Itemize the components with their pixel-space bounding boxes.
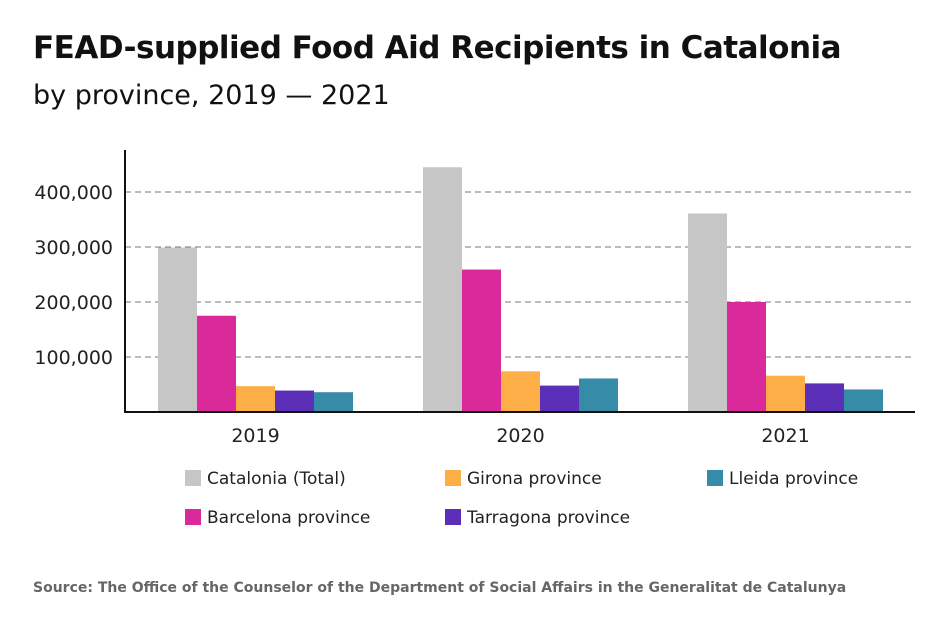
bar-chart: 100,000 200,000 300,000 400,000 2019 2020 2021…	[34, 150, 915, 528]
bar-2020-0	[423, 167, 462, 412]
x-tick-label: 2019	[231, 425, 279, 447]
legend-label: Lleida province	[729, 469, 858, 489]
x-tick-label: 2020	[496, 425, 544, 447]
bar-2020-4	[579, 378, 618, 412]
legend-label: Catalonia (Total)	[207, 469, 346, 489]
legend-label: Tarragona province	[466, 508, 630, 528]
legend-swatch	[445, 470, 461, 486]
y-tick-label: 100,000	[34, 347, 113, 369]
bar-2021-3	[805, 383, 844, 412]
legend-label: Girona province	[467, 469, 602, 489]
bar-2021-1	[727, 302, 766, 412]
legend-swatch	[445, 509, 461, 525]
bar-2019-4	[314, 392, 353, 412]
bar-2019-1	[197, 315, 236, 412]
y-tick-label: 200,000	[34, 292, 113, 314]
legend-swatch	[707, 470, 723, 486]
bar-2020-2	[501, 371, 540, 412]
legend-swatch	[185, 470, 201, 486]
source-note: Source: The Office of the Counselor of t…	[33, 580, 847, 596]
legend-label: Barcelona province	[207, 508, 370, 528]
chart-title: FEAD-supplied Food Aid Recipients in Cat…	[33, 30, 842, 66]
bar-2019-3	[275, 390, 314, 412]
bar-2019-0	[158, 247, 197, 412]
bar-2020-3	[540, 385, 579, 412]
legend-swatch	[185, 509, 201, 525]
bar-2019-2	[236, 386, 275, 412]
bar-2020-1	[462, 269, 501, 412]
x-tick-label: 2021	[761, 425, 809, 447]
chart-subtitle: by province, 2019 — 2021	[33, 80, 390, 111]
y-tick-label: 300,000	[34, 237, 113, 259]
bar-2021-2	[766, 375, 805, 412]
bar-2021-0	[688, 213, 727, 412]
y-tick-label: 400,000	[34, 182, 113, 204]
bar-2021-4	[844, 389, 883, 412]
